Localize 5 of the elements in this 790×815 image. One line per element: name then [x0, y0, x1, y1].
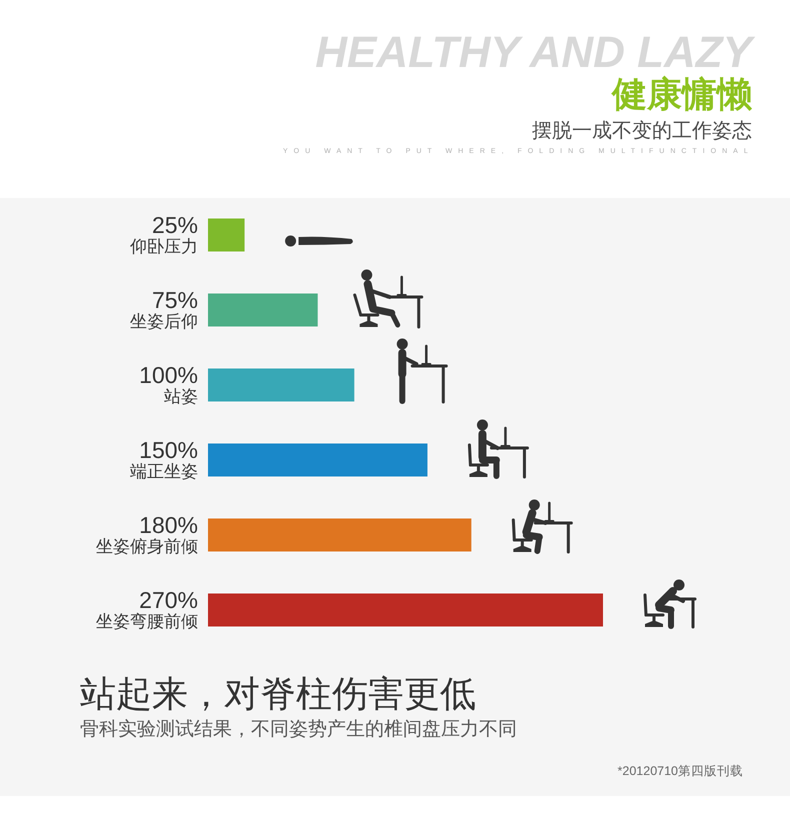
subtitle: 骨科实验测试结果，不同姿势产生的椎间盘压力不同	[80, 719, 517, 740]
title: 站起来，对脊柱伤害更低	[80, 673, 476, 714]
annotation: 摆脱一成不变的工作姿态	[532, 120, 752, 142]
annotation: 健康慵懒	[612, 75, 752, 114]
annotation: *20120710第四版刊载	[618, 764, 743, 778]
